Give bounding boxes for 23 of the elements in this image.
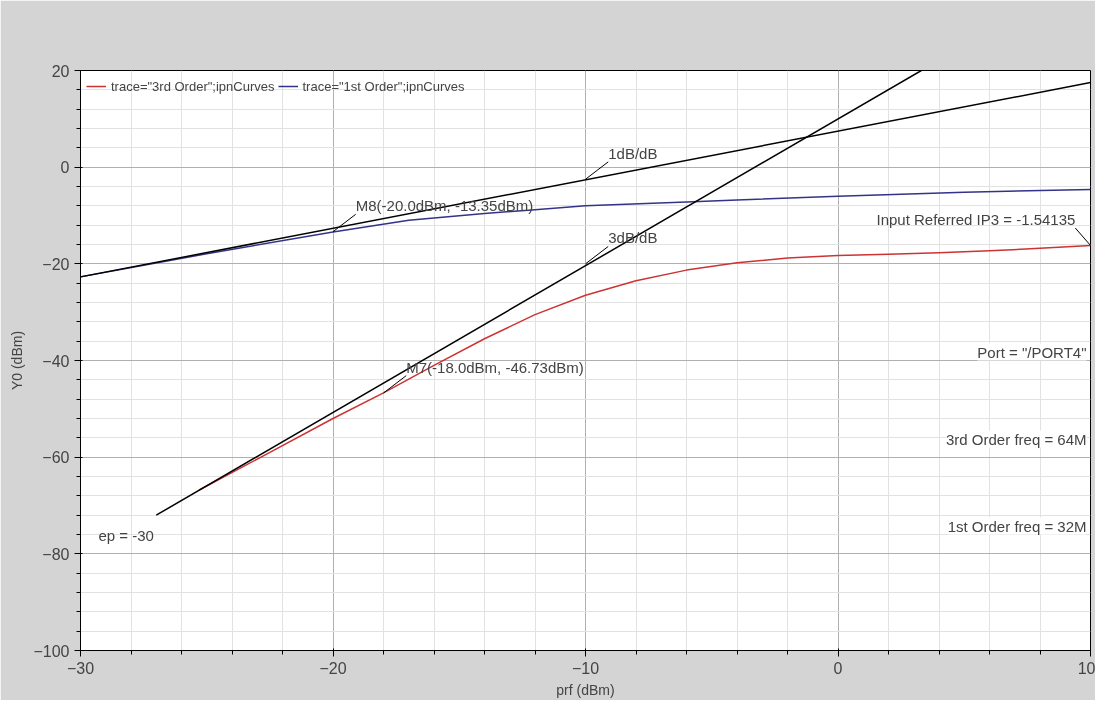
legend-label: trace="1st Order";ipnCurves [302, 78, 465, 94]
y-tick-label: 0 [60, 159, 70, 177]
x-tick-label: 10 [1077, 659, 1096, 677]
y-tick-label: −80 [42, 545, 70, 563]
x-tick-label: 0 [833, 659, 843, 677]
y-tick-label: −20 [42, 255, 70, 273]
y-tick-label: −60 [42, 449, 70, 467]
annotation: M8(-20.0dBm, -13.35dBm) [355, 197, 534, 215]
x-axis-title: prf (dBm) [556, 681, 615, 698]
y-tick-label: −100 [33, 642, 70, 660]
annotation: Port = "/PORT4" [977, 343, 1087, 361]
annotation: ep = -30 [98, 527, 154, 545]
y-tick-label: 20 [51, 62, 70, 80]
y-axis-title: Y0 (dBm) [9, 330, 26, 391]
x-tick-label: −20 [319, 659, 347, 677]
annotation: 1st Order freq = 32M [947, 517, 1087, 535]
x-tick-label: −10 [571, 659, 600, 677]
y-tick-label: −40 [42, 352, 70, 370]
annotation: 3rd Order freq = 64M [946, 430, 1087, 448]
legend-label: trace="3rd Order";ipnCurves [111, 78, 275, 94]
annotation: 1dB/dB [608, 144, 658, 162]
x-tick-label: −30 [66, 659, 95, 677]
annotation: Input Referred IP3 = -1.54135 [876, 211, 1076, 229]
